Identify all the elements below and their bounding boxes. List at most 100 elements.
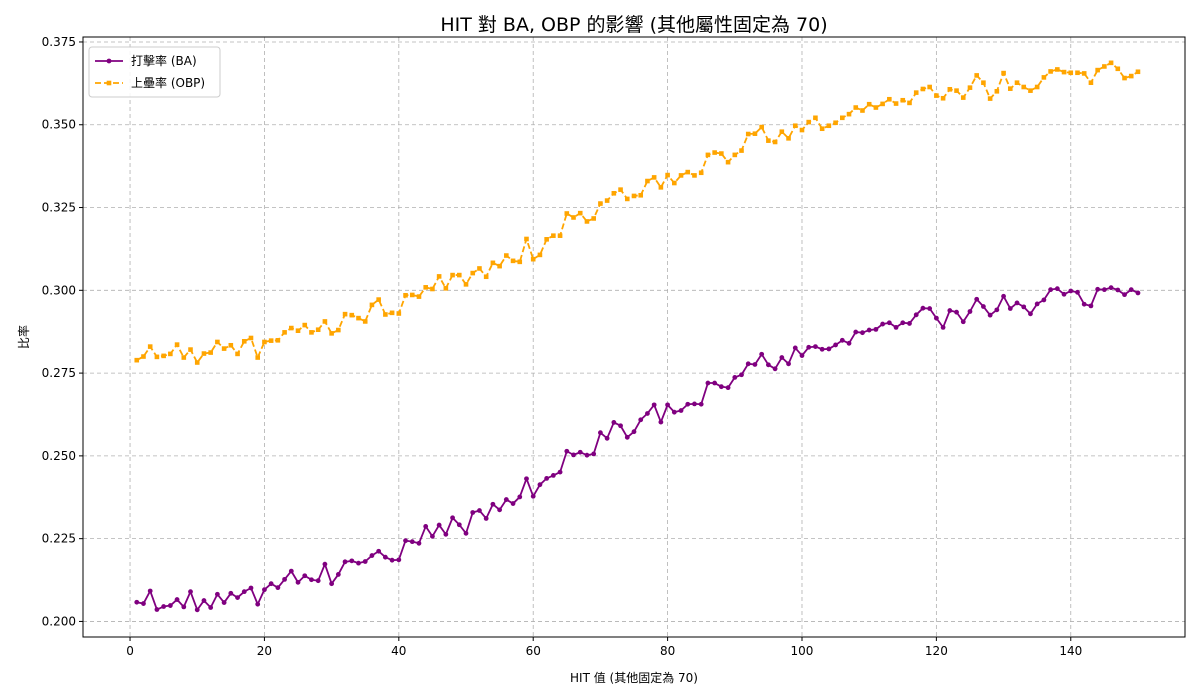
data-point (698, 401, 704, 407)
data-point (349, 558, 355, 564)
series-ba (134, 285, 1141, 613)
legend-marker (106, 58, 112, 64)
data-point (288, 568, 294, 574)
data-point (974, 73, 979, 78)
data-point (624, 434, 630, 440)
data-point (1122, 75, 1127, 81)
data-point (1102, 64, 1107, 69)
data-point (893, 324, 899, 330)
data-point (1101, 287, 1107, 293)
data-point (692, 173, 697, 178)
data-point (658, 419, 664, 425)
data-point (947, 87, 953, 92)
data-point (430, 533, 435, 539)
data-point (289, 325, 294, 331)
data-point (1135, 290, 1141, 296)
data-point (362, 559, 368, 564)
data-point (672, 180, 677, 186)
data-point (819, 346, 825, 352)
data-point (1108, 285, 1114, 291)
x-tick-label: 80 (660, 644, 675, 658)
data-point (376, 548, 382, 554)
data-point (154, 607, 160, 612)
plot-area-frame (82, 36, 1186, 638)
data-point (248, 585, 254, 591)
data-point (873, 326, 879, 332)
y-axis-label: 比率 (16, 325, 31, 349)
data-point (389, 557, 395, 563)
data-point (611, 190, 617, 196)
data-point (705, 380, 711, 386)
data-point (766, 138, 771, 143)
data-point (806, 344, 812, 350)
data-point (141, 354, 146, 359)
data-point (470, 270, 476, 276)
y-tick-label: 0.350 (42, 118, 76, 132)
data-point (470, 510, 476, 515)
x-tick-label: 140 (1059, 644, 1082, 658)
data-point (974, 296, 980, 302)
data-point (416, 294, 422, 299)
data-point (134, 599, 140, 605)
data-point (1081, 301, 1087, 307)
data-point (618, 423, 623, 429)
data-point (671, 409, 677, 415)
data-point (228, 342, 234, 348)
data-point (497, 263, 502, 269)
x-axis-label: HIT 值 (其他固定為 70) (570, 670, 698, 685)
data-point (880, 321, 886, 327)
data-point (718, 384, 724, 390)
data-point (913, 312, 919, 318)
data-point (161, 604, 167, 609)
data-point (853, 329, 859, 335)
data-point (1014, 300, 1020, 306)
data-point (336, 327, 341, 333)
data-point (591, 451, 597, 457)
grid (83, 37, 1185, 637)
data-point (1075, 70, 1080, 76)
data-point (1081, 71, 1087, 76)
data-point (1068, 70, 1074, 76)
data-point (537, 252, 543, 258)
data-point (430, 286, 435, 292)
data-point (833, 120, 838, 126)
data-point (994, 89, 1000, 94)
data-point (725, 385, 731, 391)
data-point (1088, 80, 1094, 85)
data-point (631, 193, 637, 199)
data-point (436, 522, 442, 528)
data-point (530, 493, 536, 499)
data-point (920, 86, 926, 92)
data-point (517, 494, 523, 500)
data-point (557, 469, 563, 475)
chart-title: HIT 對 BA, OBP 的影響 (其他屬性固定為 70) (440, 14, 827, 36)
data-point (698, 170, 704, 176)
data-point (382, 554, 388, 560)
data-point (208, 605, 214, 610)
data-point (873, 105, 879, 110)
legend-marker (106, 80, 112, 86)
data-point (463, 530, 469, 536)
data-point (645, 178, 650, 184)
data-point (342, 559, 348, 565)
data-point (315, 578, 321, 584)
data-point (483, 516, 489, 521)
data-point (322, 561, 328, 567)
data-point (571, 215, 576, 220)
data-point (806, 119, 812, 125)
data-point (1055, 67, 1060, 72)
data-point (309, 577, 314, 583)
data-point (302, 573, 308, 579)
data-point (174, 342, 180, 347)
data-point (450, 515, 455, 521)
data-point (349, 312, 355, 318)
data-point (275, 338, 281, 343)
data-point (477, 266, 482, 271)
data-point (530, 256, 536, 262)
y-tick-label: 0.325 (42, 201, 76, 215)
data-point (282, 330, 287, 335)
legend: 打擊率 (BA) 上壘率 (OBP) (88, 46, 221, 98)
data-point (1095, 67, 1100, 73)
data-point (161, 353, 166, 359)
data-point (268, 338, 274, 343)
